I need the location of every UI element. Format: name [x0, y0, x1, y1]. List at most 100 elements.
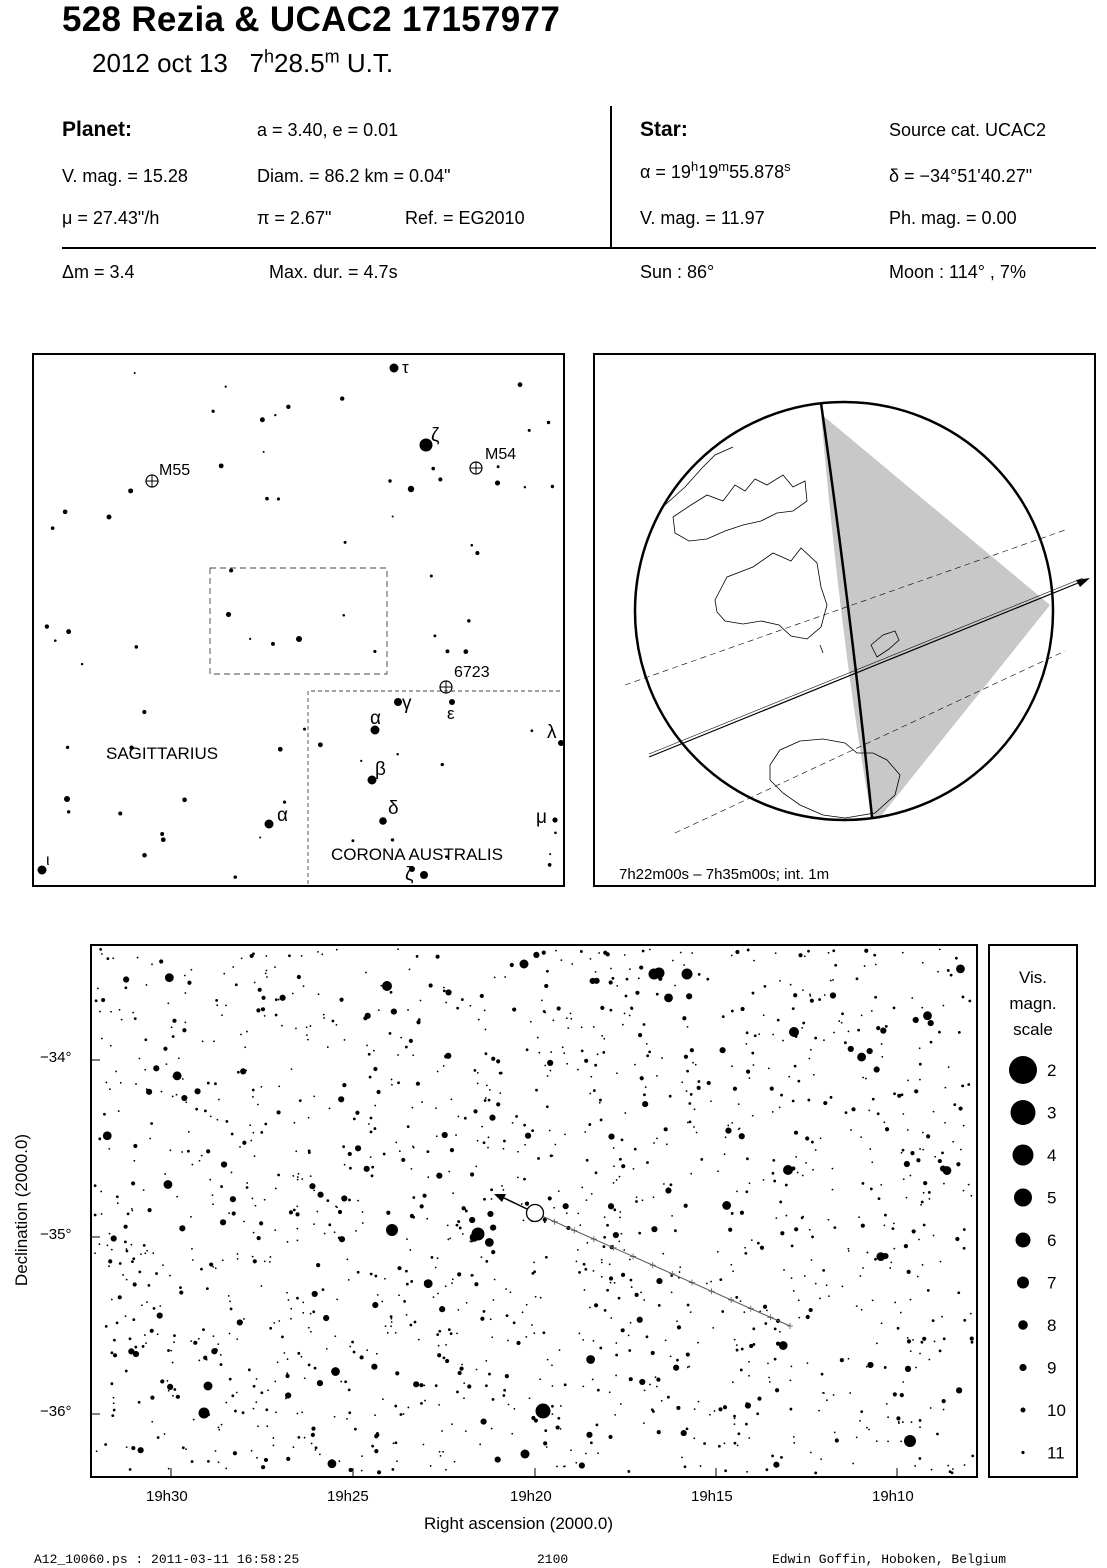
- map-star: [638, 1033, 643, 1038]
- map-star: [961, 1084, 965, 1088]
- map-star: [737, 1128, 740, 1131]
- map-star: [361, 1211, 364, 1213]
- map-star: [354, 1145, 362, 1152]
- map-star: [884, 1213, 887, 1217]
- map-star: [190, 1460, 194, 1463]
- planet-orbit: a = 3.40, e = 0.01: [257, 120, 399, 140]
- map-star: [911, 997, 914, 999]
- map-star: [557, 1416, 561, 1420]
- map-star: [578, 1332, 581, 1335]
- map-star: [733, 1338, 736, 1341]
- map-star: [685, 1427, 689, 1431]
- map-star: [943, 1182, 945, 1185]
- map-star: [480, 1418, 487, 1425]
- finder-star: [467, 619, 471, 623]
- map-star: [464, 1430, 467, 1433]
- map-star: [747, 1405, 751, 1409]
- map-star: [296, 1239, 299, 1242]
- map-star: [172, 1394, 174, 1397]
- map-star: [735, 1344, 738, 1346]
- finder-star: [552, 817, 558, 823]
- map-star: [808, 1228, 811, 1231]
- map-star: [642, 1100, 649, 1108]
- map-star: [840, 1021, 843, 1024]
- map-star: [706, 977, 710, 981]
- finder-star: [66, 810, 71, 814]
- map-star: [326, 1046, 329, 1048]
- map-star: [864, 1077, 867, 1080]
- map-star: [516, 1340, 521, 1346]
- finder-star: [463, 649, 469, 655]
- map-star: [554, 1143, 557, 1146]
- map-star: [169, 1149, 172, 1152]
- map-star: [406, 1125, 410, 1129]
- map-star: [367, 1123, 370, 1125]
- map-star: [608, 1434, 613, 1440]
- map-star: [538, 1051, 541, 1054]
- map-star: [246, 1182, 249, 1184]
- map-star: [265, 955, 268, 957]
- time-suffix: U.T.: [346, 48, 394, 78]
- map-star: [181, 1151, 184, 1153]
- map-star: [399, 1413, 403, 1416]
- map-star: [612, 1181, 615, 1184]
- footer-author: Edwin Goffin, Hoboken, Belgium: [772, 1552, 1007, 1567]
- ytick-label-34: −34°: [40, 1049, 72, 1066]
- map-star: [349, 1345, 352, 1348]
- map-star: [346, 1258, 349, 1261]
- map-star: [829, 979, 832, 982]
- map-star: [156, 1436, 160, 1439]
- map-star: [172, 1075, 175, 1078]
- map-star: [926, 1134, 931, 1139]
- map-star: [338, 1096, 345, 1103]
- map-star: [724, 1469, 728, 1473]
- map-star: [437, 1353, 442, 1358]
- map-star: [376, 1293, 379, 1296]
- map-star: [928, 1197, 931, 1200]
- map-star: [316, 1210, 319, 1213]
- map-star: [160, 1090, 163, 1093]
- map-star: [582, 1338, 585, 1341]
- map-star: [198, 1359, 201, 1362]
- map-star: [641, 949, 645, 953]
- map-star: [145, 984, 148, 986]
- map-star: [929, 1407, 932, 1409]
- map-star: [592, 1270, 595, 1272]
- map-star: [733, 1441, 737, 1445]
- map-star: [163, 1046, 168, 1051]
- map-star: [398, 1294, 400, 1297]
- map-star: [286, 1240, 289, 1243]
- map-star: [831, 1188, 834, 1191]
- scale-label-mag-7: 7: [1047, 1274, 1056, 1293]
- map-star: [424, 1399, 426, 1402]
- map-star: [200, 1154, 203, 1157]
- map-star: [313, 1095, 316, 1098]
- map-star: [620, 1272, 626, 1277]
- map-star: [873, 953, 877, 957]
- map-star: [461, 1363, 464, 1366]
- map-star: [261, 995, 266, 1000]
- map-star: [793, 1064, 797, 1068]
- map-star: [491, 1336, 494, 1339]
- map-star: [731, 1381, 734, 1384]
- map-star: [249, 1124, 252, 1127]
- path-time-tick: [630, 1253, 637, 1260]
- map-star: [201, 1040, 204, 1043]
- map-star: [692, 1061, 694, 1064]
- map-star: [442, 1450, 445, 1453]
- map-star: [274, 998, 278, 1002]
- map-star: [869, 1148, 872, 1150]
- map-star: [745, 1042, 748, 1045]
- map-star: [780, 1231, 785, 1236]
- map-star: [880, 1183, 883, 1186]
- map-star: [124, 1369, 128, 1373]
- map-star: [476, 1071, 479, 1074]
- planet-label: Planet:: [62, 118, 133, 141]
- map-star: [756, 1241, 760, 1245]
- event-datetime: 2012 oct 13 7h28.5m U.T.: [92, 47, 394, 79]
- map-star: [182, 1028, 187, 1033]
- map-star: [94, 1252, 96, 1255]
- map-star: [829, 992, 837, 999]
- map-star: [630, 1286, 633, 1288]
- map-star: [920, 1203, 922, 1206]
